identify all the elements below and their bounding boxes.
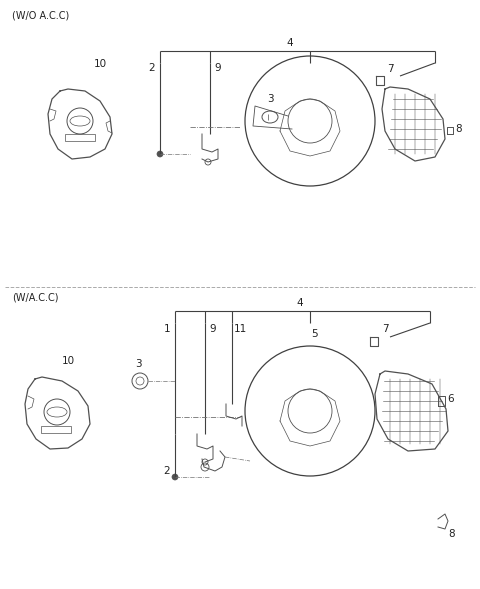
Text: 7: 7 <box>387 64 393 74</box>
Text: 2: 2 <box>149 63 156 73</box>
Text: 10: 10 <box>61 356 74 366</box>
Text: 11: 11 <box>233 324 247 334</box>
Text: 3: 3 <box>267 94 273 104</box>
Text: 3: 3 <box>135 359 141 369</box>
Text: 9: 9 <box>210 324 216 334</box>
Text: (W/O A.C.C): (W/O A.C.C) <box>12 10 69 20</box>
Text: 4: 4 <box>297 298 303 308</box>
Text: 6: 6 <box>447 394 454 404</box>
Circle shape <box>172 474 178 480</box>
Text: 4: 4 <box>287 38 293 48</box>
Text: (W/A.C.C): (W/A.C.C) <box>12 293 59 303</box>
Text: 5: 5 <box>312 329 318 339</box>
Text: 7: 7 <box>382 324 388 334</box>
Text: 2: 2 <box>164 466 170 476</box>
Text: 1: 1 <box>164 324 170 334</box>
Text: 8: 8 <box>448 529 455 539</box>
Text: 10: 10 <box>94 59 107 69</box>
Text: 8: 8 <box>455 124 462 134</box>
Circle shape <box>157 151 163 157</box>
Text: 9: 9 <box>215 63 221 73</box>
